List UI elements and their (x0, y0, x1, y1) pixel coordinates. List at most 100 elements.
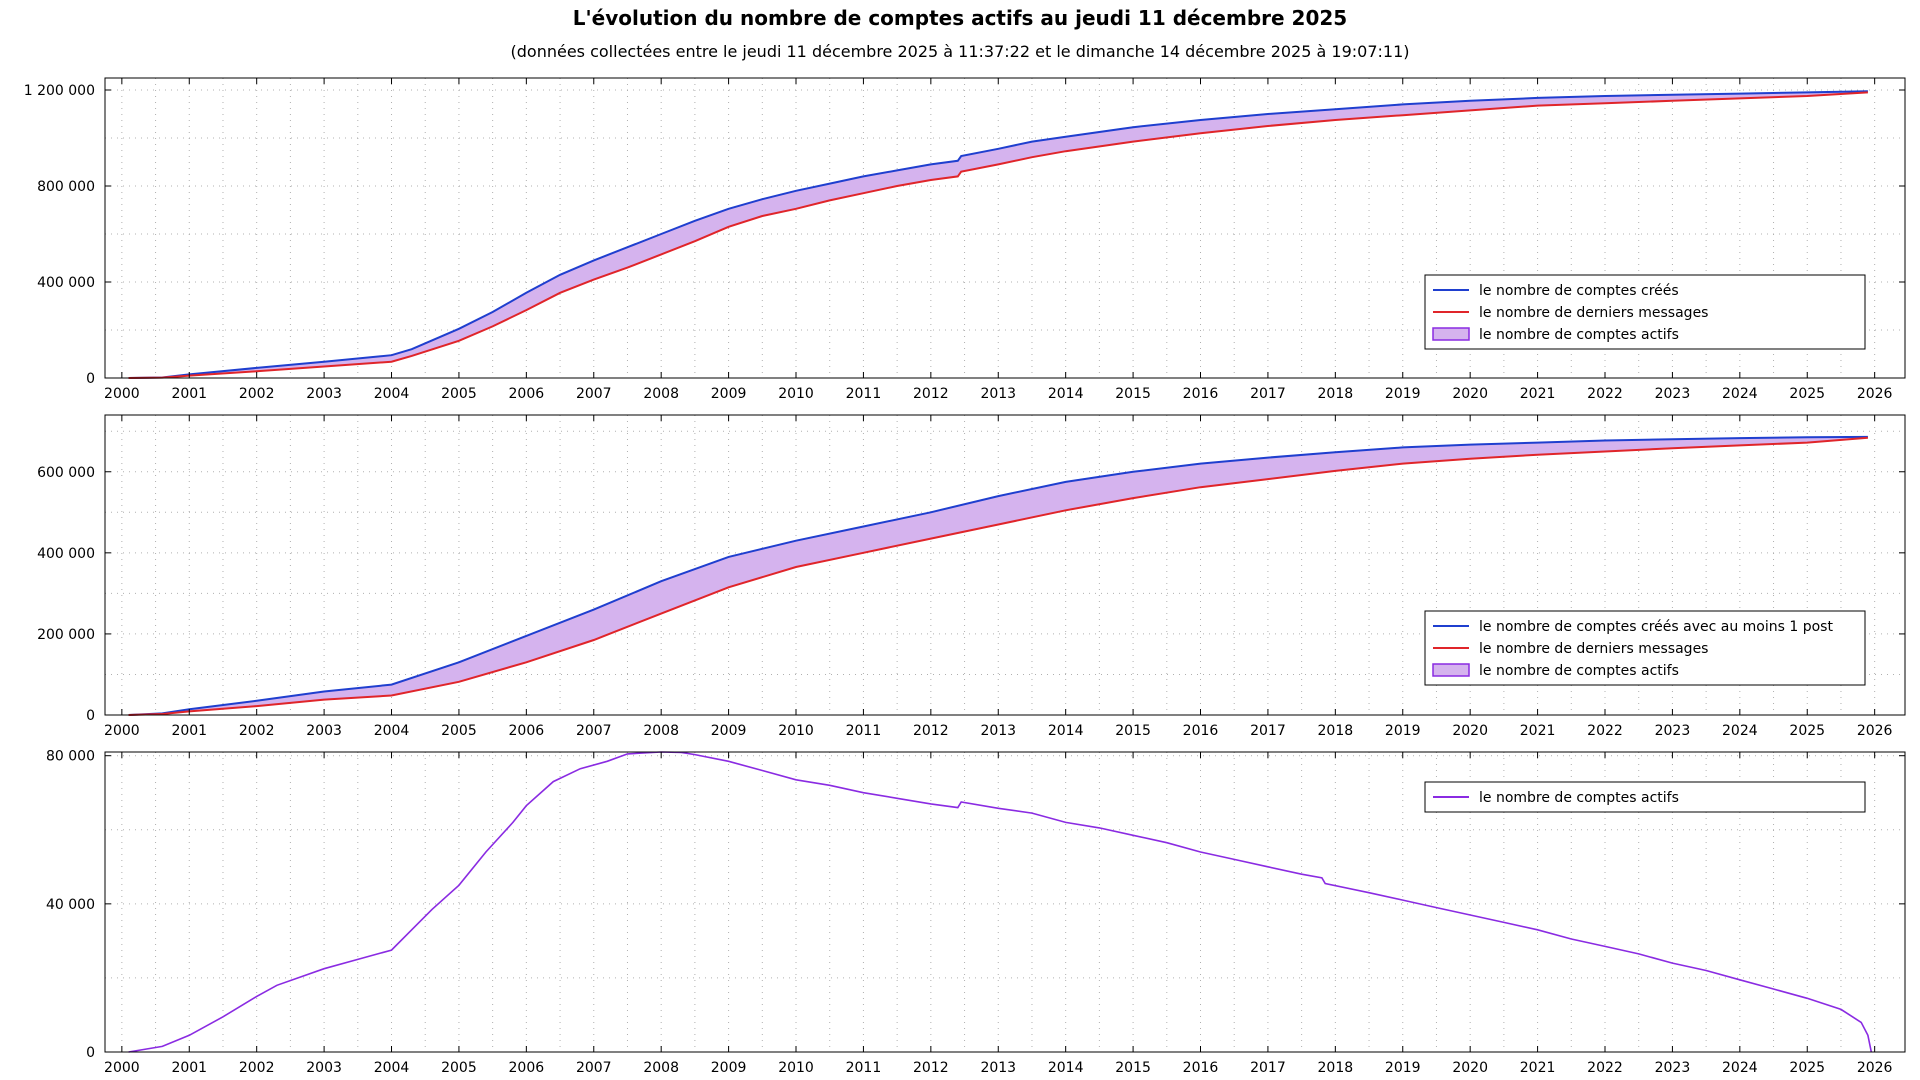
x-tick-label: 2013 (980, 1060, 1016, 1076)
x-tick-label: 2000 (104, 723, 140, 739)
chart-subtitle: (données collectées entre le jeudi 11 dé… (510, 42, 1410, 61)
y-tick-label: 40 000 (46, 897, 95, 913)
x-tick-label: 2020 (1452, 723, 1488, 739)
legend-label: le nombre de comptes actifs (1479, 663, 1679, 679)
active-accounts-line (128, 751, 1873, 1053)
legend-swatch-area (1432, 327, 1470, 341)
x-tick-label: 2017 (1250, 1060, 1286, 1076)
x-tick-label: 2019 (1385, 723, 1421, 739)
x-tick-label: 2019 (1385, 386, 1421, 402)
x-tick-label: 2002 (239, 386, 275, 402)
legend-label: le nombre de comptes actifs (1479, 790, 1679, 806)
x-tick-label: 2015 (1115, 386, 1151, 402)
x-tick-label: 2003 (306, 1060, 342, 1076)
created-accounts-line (128, 90, 1868, 379)
x-tick-label: 2015 (1115, 723, 1151, 739)
y-tick-label: 80 000 (46, 749, 95, 765)
x-tick-label: 2014 (1048, 723, 1084, 739)
x-tick-label: 2024 (1722, 386, 1758, 402)
x-tick-label: 2006 (509, 1060, 545, 1076)
x-tick-label: 2005 (441, 723, 477, 739)
x-tick-label: 2022 (1587, 1060, 1623, 1076)
legend-label: le nombre de derniers messages (1479, 641, 1708, 657)
x-tick-label: 2024 (1722, 723, 1758, 739)
x-tick-label: 2010 (778, 1060, 814, 1076)
last-messages-line (128, 91, 1868, 379)
x-tick-label: 2026 (1857, 723, 1893, 739)
x-tick-label: 2025 (1789, 386, 1825, 402)
x-tick-label: 2014 (1048, 386, 1084, 402)
x-tick-label: 2009 (711, 1060, 747, 1076)
legend-label: le nombre de comptes créés (1479, 283, 1679, 299)
x-tick-label: 2026 (1857, 1060, 1893, 1076)
x-tick-label: 2004 (374, 1060, 410, 1076)
x-tick-label: 2001 (171, 386, 207, 402)
panel-2: 2000 2001 2002 2003 2004 2005 2006 2007 2008 2009… (37, 414, 1906, 739)
x-tick-label: 2015 (1115, 1060, 1151, 1076)
x-tick-label: 2001 (171, 723, 207, 739)
legend: le nombre de comptes actifs (1424, 781, 1866, 813)
x-tick-label: 2004 (374, 723, 410, 739)
legend-box (1424, 274, 1866, 350)
x-tick-label: 2004 (374, 386, 410, 402)
x-tick-label: 2003 (306, 386, 342, 402)
x-tick-label: 2002 (239, 723, 275, 739)
legend-box (1424, 610, 1866, 686)
x-tick-label: 2021 (1520, 1060, 1556, 1076)
x-tick-label: 2011 (846, 723, 882, 739)
x-tick-label: 2020 (1452, 1060, 1488, 1076)
x-tick-label: 2003 (306, 723, 342, 739)
x-tick-label: 2018 (1318, 386, 1354, 402)
legend-label: le nombre de derniers messages (1479, 305, 1708, 321)
x-tick-label: 2021 (1520, 386, 1556, 402)
legend-box (1424, 781, 1866, 813)
x-tick-label: 2019 (1385, 1060, 1421, 1076)
x-tick-label: 2007 (576, 1060, 612, 1076)
y-tick-label: 400 000 (37, 275, 95, 291)
plot-frame (104, 414, 1906, 716)
legend: le nombre de comptes créés le nombre de d… (1424, 274, 1866, 350)
x-tick-label: 2012 (913, 723, 949, 739)
x-tick-label: 2021 (1520, 723, 1556, 739)
last-messages-line (128, 436, 1868, 716)
panel-1: 2000 2001 2002 2003 2004 2005 2006 2007 2008 2009… (24, 77, 1906, 402)
x-tick-label: 2018 (1318, 723, 1354, 739)
x-tick-label: 2010 (778, 723, 814, 739)
x-tick-label: 2016 (1183, 1060, 1219, 1076)
x-tick-label: 2008 (643, 386, 679, 402)
legend-label: le nombre de comptes actifs (1479, 327, 1679, 343)
x-tick-label: 2024 (1722, 1060, 1758, 1076)
x-tick-label: 2012 (913, 386, 949, 402)
x-tick-label: 2025 (1789, 1060, 1825, 1076)
legend-label: le nombre de comptes créés avec au moins… (1479, 619, 1833, 635)
y-tick-label: 0 (86, 708, 95, 724)
x-tick-label: 2013 (980, 386, 1016, 402)
x-tick-label: 2000 (104, 1060, 140, 1076)
x-tick-label: 2007 (576, 723, 612, 739)
x-tick-label: 2000 (104, 386, 140, 402)
plot-frame (104, 77, 1906, 379)
x-tick-label: 2008 (643, 1060, 679, 1076)
y-tick-label: 800 000 (37, 179, 95, 195)
chart-title: L'évolution du nombre de comptes actifs … (572, 6, 1348, 30)
panel-3: 2000 2001 2002 2003 2004 2005 2006 2007 2008 2009… (46, 749, 1906, 1076)
x-tick-label: 2020 (1452, 386, 1488, 402)
x-tick-label: 2026 (1857, 386, 1893, 402)
x-tick-label: 2009 (711, 386, 747, 402)
x-tick-label: 2022 (1587, 723, 1623, 739)
x-tick-label: 2018 (1318, 1060, 1354, 1076)
x-tick-label: 2009 (711, 723, 747, 739)
x-tick-label: 2023 (1655, 1060, 1691, 1076)
x-tick-label: 2016 (1183, 386, 1219, 402)
legend: le nombre de comptes créés avec au moins… (1424, 610, 1866, 686)
x-tick-label: 2012 (913, 1060, 949, 1076)
x-tick-label: 2010 (778, 386, 814, 402)
x-tick-label: 2013 (980, 723, 1016, 739)
x-tick-label: 2005 (441, 386, 477, 402)
x-tick-label: 2016 (1183, 723, 1219, 739)
x-tick-label: 2002 (239, 1060, 275, 1076)
x-tick-label: 2011 (846, 1060, 882, 1076)
x-tick-label: 2006 (509, 386, 545, 402)
x-tick-label: 2014 (1048, 1060, 1084, 1076)
